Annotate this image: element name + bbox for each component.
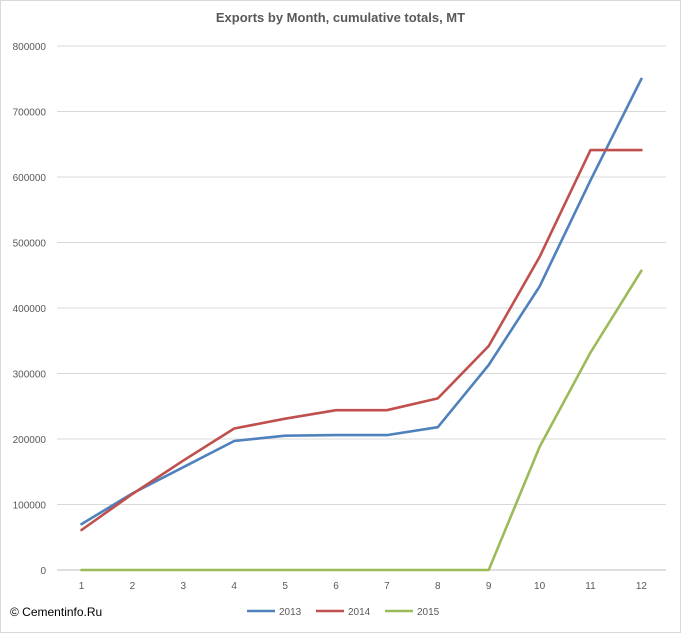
legend-label-2013: 2013 — [279, 607, 302, 618]
x-tick-label: 4 — [231, 581, 237, 592]
y-tick-label: 200000 — [13, 435, 47, 446]
y-tick-label: 800000 — [13, 42, 47, 53]
x-tick-label: 5 — [282, 581, 288, 592]
y-tick-label: 500000 — [13, 239, 47, 250]
x-tick-labels: 1 2 3 4 5 6 7 8 9 10 11 12 — [79, 581, 648, 592]
legend: 2013 2014 2015 — [247, 607, 440, 618]
copyright-text: © Cementinfo.Ru — [10, 605, 103, 619]
x-tick-label: 1 — [79, 581, 85, 592]
series-lines — [80, 77, 643, 572]
chart-title: Exports by Month, cumulative totals, MT — [215, 10, 466, 25]
legend-label-2014: 2014 — [348, 607, 371, 618]
series-line-2015 — [80, 269, 643, 572]
x-tick-label: 11 — [585, 581, 596, 592]
x-tick-label: 12 — [636, 581, 648, 592]
series-line-2013 — [80, 77, 643, 526]
y-tick-label: 400000 — [13, 304, 47, 315]
x-tick-label: 6 — [333, 581, 339, 592]
y-tick-label: 600000 — [13, 173, 47, 184]
x-tick-label: 3 — [181, 581, 187, 592]
y-tick-label: 700000 — [13, 108, 47, 119]
x-tick-label: 10 — [534, 581, 546, 592]
gridlines — [57, 45, 666, 571]
y-tick-label: 100000 — [13, 501, 47, 512]
legend-label-2015: 2015 — [417, 607, 440, 618]
x-tick-label: 7 — [384, 581, 390, 592]
series-line-2014 — [80, 148, 643, 532]
y-tick-labels: 0 100000 200000 300000 400000 500000 600000 700… — [13, 42, 47, 577]
y-tick-label: 0 — [40, 566, 46, 577]
x-tick-label: 2 — [130, 581, 136, 592]
y-tick-label: 300000 — [13, 370, 47, 381]
x-tick-label: 9 — [486, 581, 492, 592]
x-tick-label: 8 — [435, 581, 441, 592]
